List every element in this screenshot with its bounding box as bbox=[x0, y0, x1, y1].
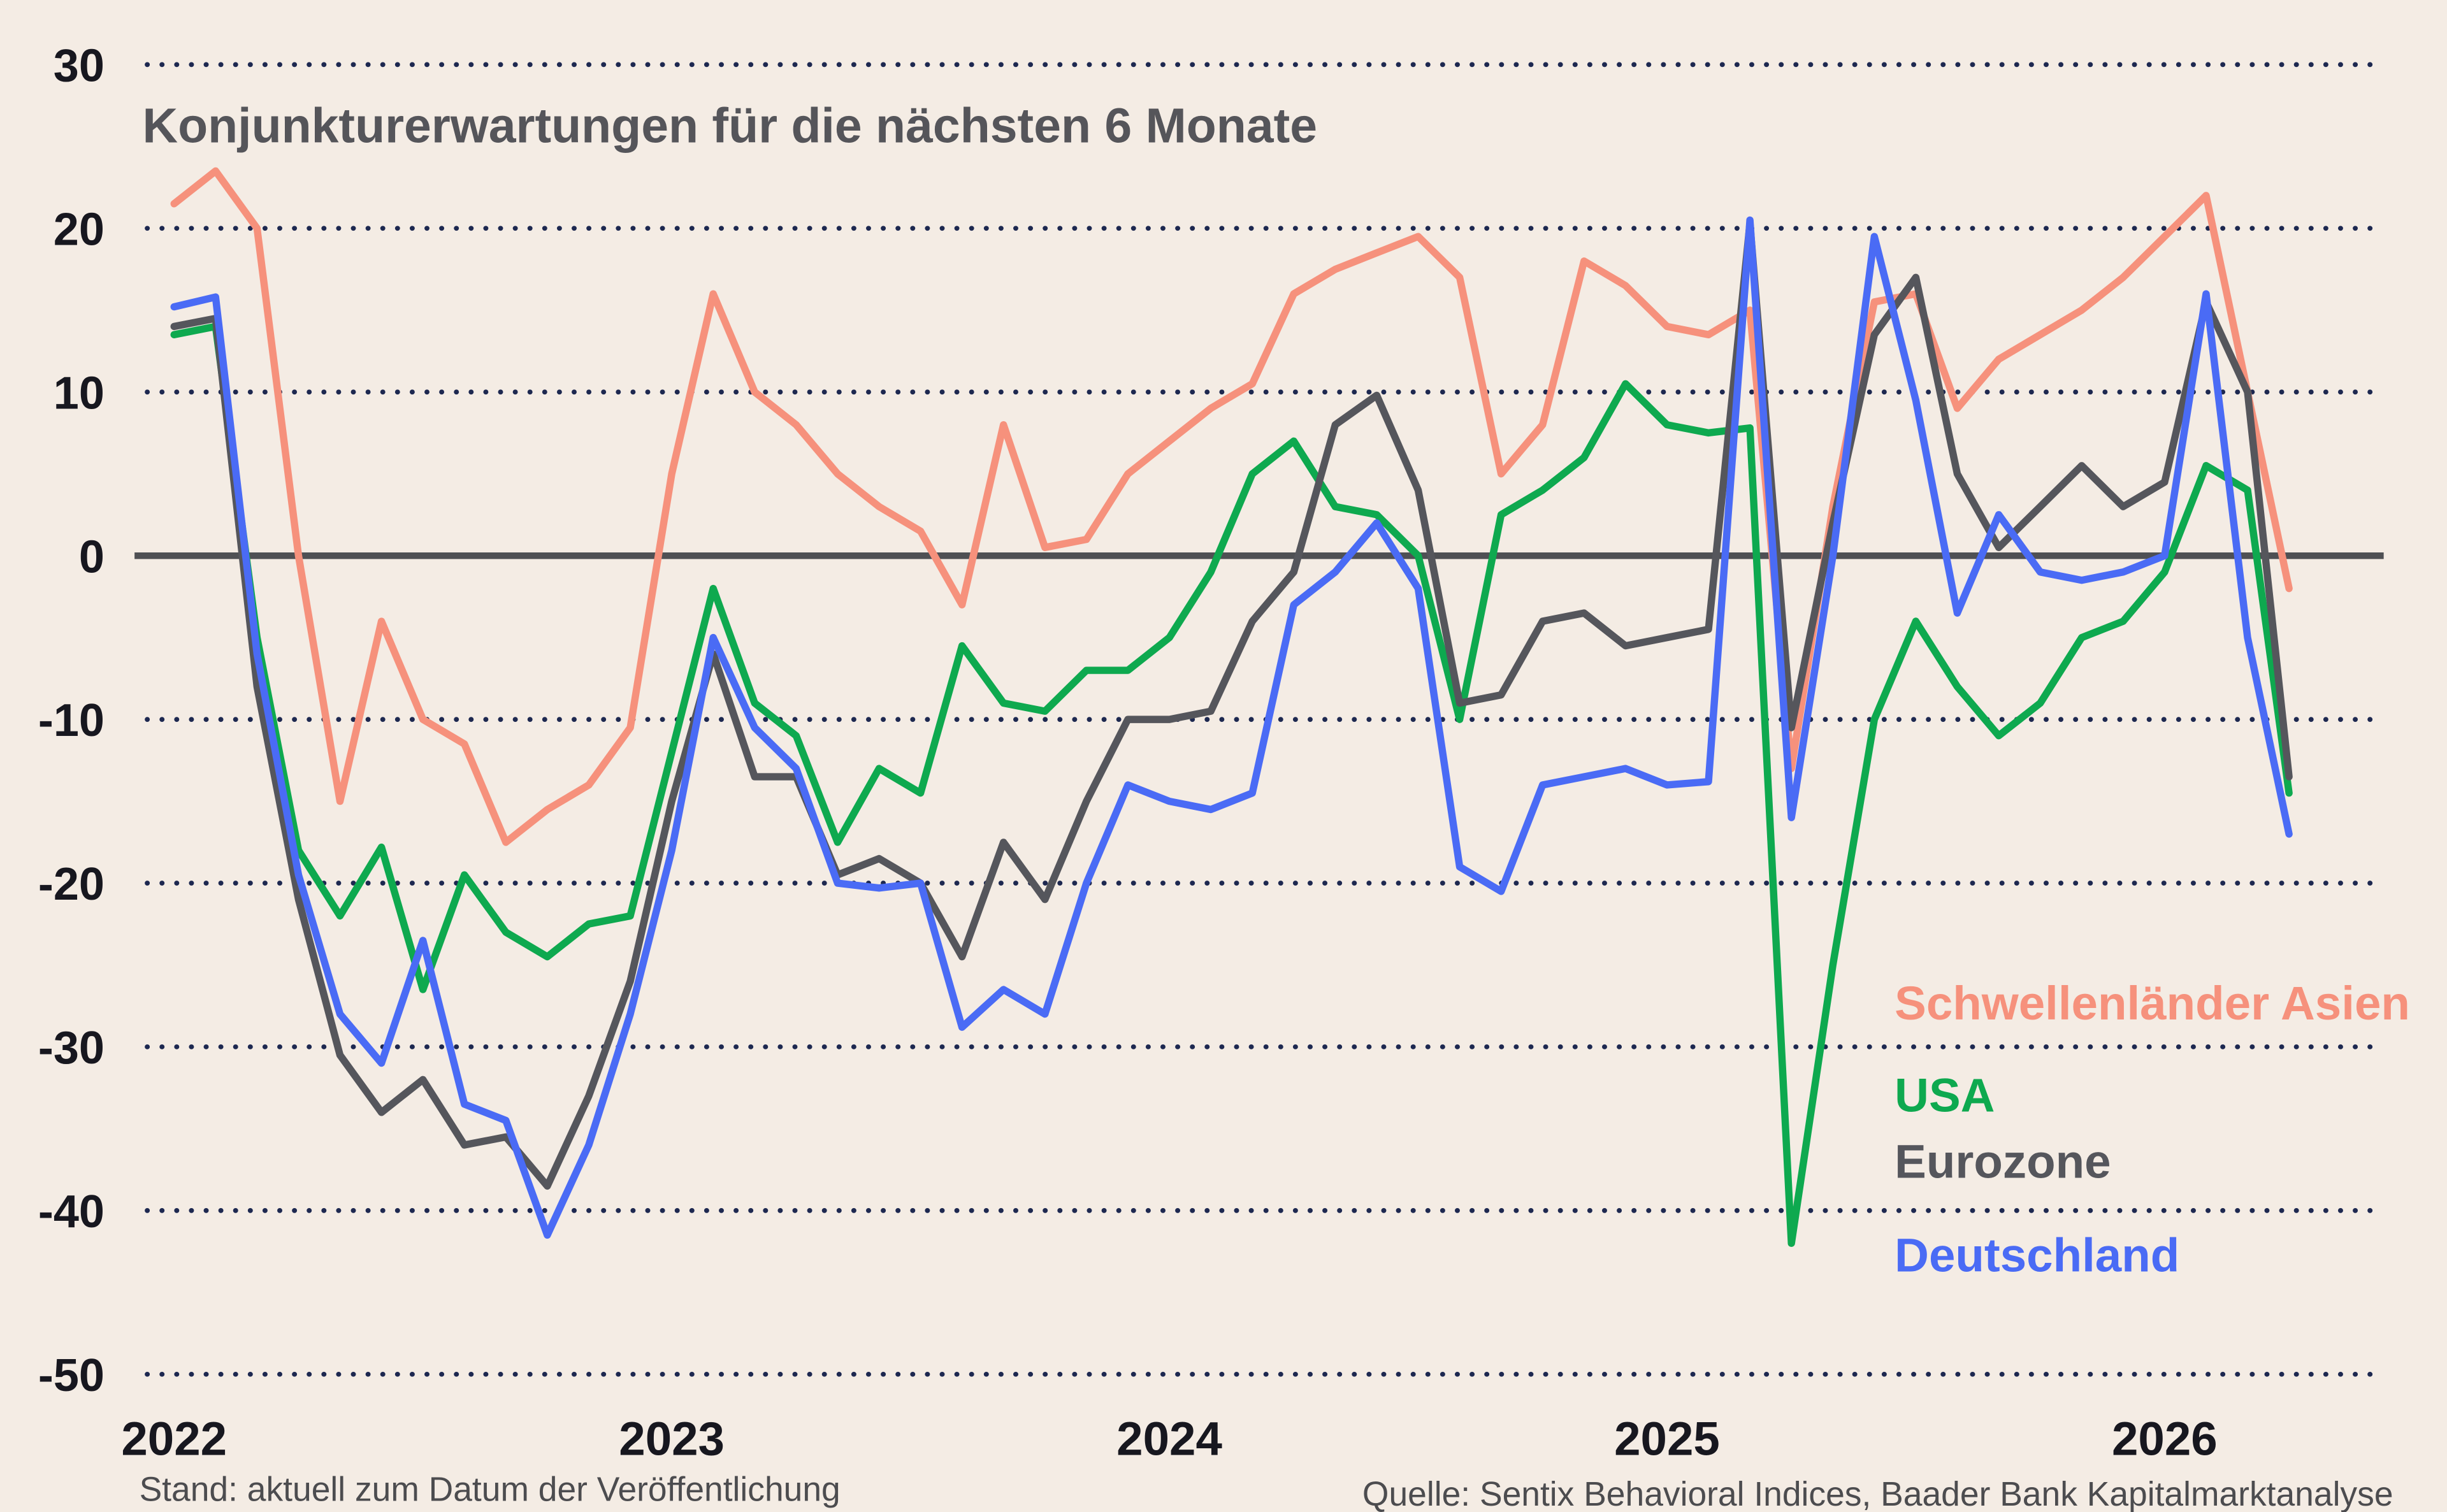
legend-label-eurozone: Eurozone bbox=[1895, 1135, 2111, 1188]
y-axis-labels: 30 20 10 0 -10 -20 -30 -40 -50 bbox=[38, 40, 105, 1400]
y-tick-label--30: -30 bbox=[38, 1023, 105, 1074]
series-line-usa bbox=[170, 322, 2293, 1248]
legend-label-usa: USA bbox=[1895, 1069, 1995, 1121]
y-tick-label--20: -20 bbox=[38, 859, 105, 910]
chart-title: Konjunkturerwartungen für die nächsten 6… bbox=[143, 99, 1318, 154]
chart-legend: Schwellenländer Asien USA Eurozone Deuts… bbox=[1895, 977, 2410, 1281]
series-line-schwellenl-nder-asien bbox=[170, 167, 2293, 846]
series-line-deutschland bbox=[170, 216, 2293, 1239]
y-tick-label--50: -50 bbox=[38, 1350, 105, 1401]
x-tick-label-2023: 2023 bbox=[619, 1413, 725, 1465]
y-tick-label-30: 30 bbox=[54, 40, 105, 91]
x-tick-label-2026: 2026 bbox=[2112, 1413, 2218, 1465]
x-tick-label-2024: 2024 bbox=[1116, 1413, 1222, 1465]
legend-label-deutschland: Deutschland bbox=[1895, 1228, 2179, 1281]
x-axis-labels: 2022 2023 2024 2025 2026 bbox=[121, 1413, 2217, 1465]
series-lines bbox=[170, 167, 2293, 1248]
legend-label-schwellenlaender-asien: Schwellenländer Asien bbox=[1895, 977, 2410, 1030]
y-tick-label-10: 10 bbox=[54, 368, 105, 419]
series-line-eurozone bbox=[170, 219, 2293, 1190]
y-tick-label-20: 20 bbox=[54, 204, 105, 255]
y-tick-label--10: -10 bbox=[38, 695, 105, 746]
footnote-quelle: Quelle: Sentix Behavioral Indices, Baade… bbox=[1362, 1476, 2393, 1512]
footnote-stand: Stand: aktuell zum Datum der Veröffentli… bbox=[140, 1471, 841, 1509]
x-tick-label-2025: 2025 bbox=[1614, 1413, 1720, 1465]
y-tick-label-0: 0 bbox=[79, 531, 105, 582]
x-tick-label-2022: 2022 bbox=[121, 1413, 227, 1465]
y-tick-label--40: -40 bbox=[38, 1186, 105, 1237]
